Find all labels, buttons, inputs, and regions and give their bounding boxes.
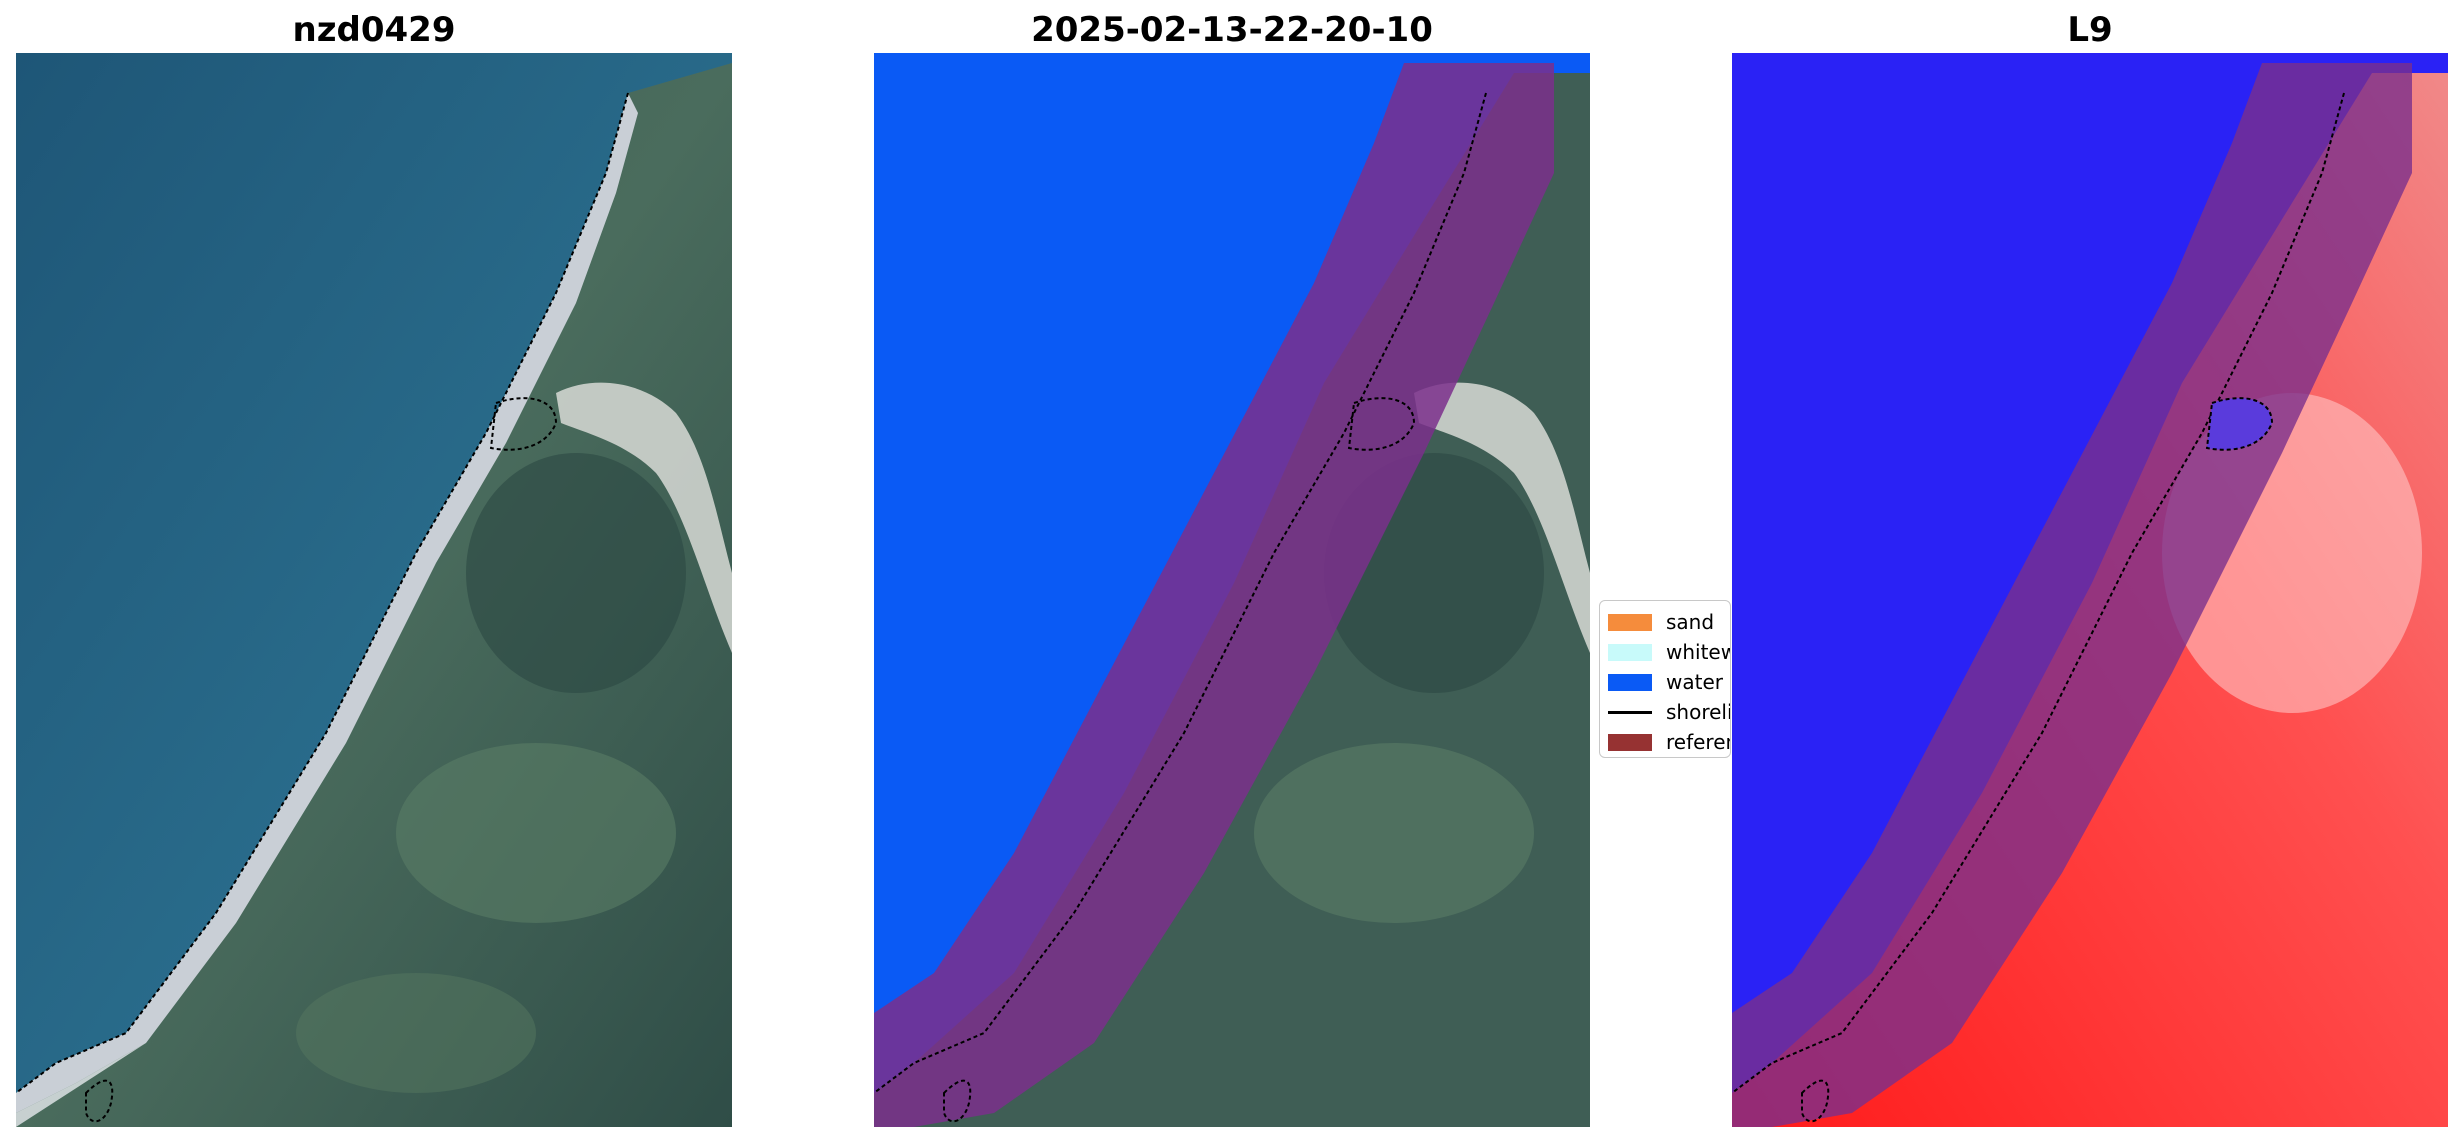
surf-zone [16,1043,146,1127]
rgb-satellite-image [16,53,732,1127]
legend-label: water [1666,670,1723,694]
legend-item-sand: sand [1608,607,1730,637]
classified-image-canvas [874,53,1590,1127]
shoreline-contour-inlet [943,1079,972,1123]
index-image [1732,53,2448,1127]
legend-item-water: water [1608,667,1730,697]
legend-swatch-whitewater [1608,643,1652,661]
shoreline-contour [874,92,1487,1094]
shoreline-contour-inlet [1801,1079,1830,1123]
legend-swatch-water [1608,673,1652,691]
forest-patch [466,453,686,693]
reference-shoreline-buffer [874,63,1554,1127]
shoreline-contour-lagoon [2205,397,2274,451]
legend-swatch-shoreline [1608,710,1652,714]
legend-swatch-sand [1608,613,1652,631]
river-channel [1414,382,1590,653]
vegetation-patch [1254,743,1534,923]
legend-item-shoreline: shoreline [1608,697,1730,727]
index-image-canvas [1732,53,2448,1127]
panel-title-index: L9 [2067,10,2113,50]
shoreline-contour-inlet [85,1079,114,1123]
river-channel [556,382,732,653]
classified-image [874,53,1590,1127]
legend-label: sand [1666,610,1715,634]
legend-label: reference shoreline buffer [1666,730,1730,754]
shoreline-contour [16,92,629,1094]
legend-label: shoreline [1666,700,1730,724]
reference-shoreline-buffer [1732,63,2412,1127]
shoreline-contour [1732,92,2345,1094]
vegetation-patch [396,743,676,923]
panel-title-rgb: nzd0429 [292,10,456,50]
legend-swatch-reference-buffer [1608,733,1652,751]
rgb-image-canvas [16,53,732,1127]
legend-item-reference-buffer: reference shoreline buffer [1608,727,1730,757]
vegetation-patch [296,973,536,1093]
panel-title-classified: 2025-02-13-22-20-10 [1031,10,1433,50]
